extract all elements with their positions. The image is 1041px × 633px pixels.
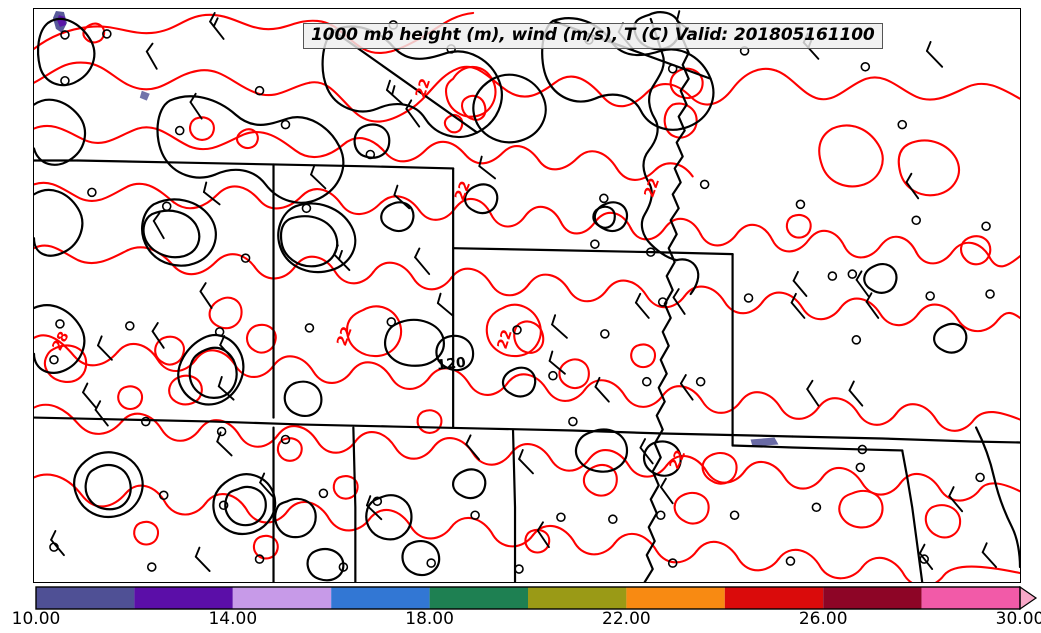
contour-label-22-f: 22 xyxy=(641,176,663,200)
colorbar-tick-label: 10.00 xyxy=(11,609,61,629)
contour-label-22-c: 22 xyxy=(334,324,356,348)
colorbar-segment xyxy=(232,587,332,609)
contour-labels: 22 22 22 22 28 22 22 120 xyxy=(49,77,689,472)
contour-label-22-d: 22 xyxy=(495,328,516,351)
colorbar-tick-label: 14.00 xyxy=(208,609,258,629)
colorbar-tick-label: 18.00 xyxy=(405,609,454,629)
colorbar-segment xyxy=(36,587,135,609)
colorbar-segment xyxy=(724,587,824,609)
contour-label-22-a: 22 xyxy=(413,77,434,100)
colorbar-segment xyxy=(134,587,233,609)
colorbar-tick-labels: 10.00 14.00 18.00 22.00 26.00 30.00 xyxy=(0,609,1041,633)
colorbar-segment xyxy=(626,587,725,609)
contour-label-22-e: 22 xyxy=(667,448,690,472)
colorbar-segment xyxy=(331,587,430,609)
colorbar-extend-arrow xyxy=(1019,586,1038,610)
colorbar-segment xyxy=(921,587,1020,609)
contour-label-120: 120 xyxy=(436,355,467,374)
colorbar-frame xyxy=(35,586,1021,610)
station-markers xyxy=(49,20,995,574)
colorbar-tick-label: 30.00 xyxy=(995,609,1041,629)
colorbar-segment xyxy=(429,587,528,609)
height-contours xyxy=(34,11,1020,582)
wind-barbs xyxy=(50,10,997,572)
colorbar-tick-label: 22.00 xyxy=(602,609,651,629)
map-plot-area[interactable]: 22 22 22 22 28 22 22 120 1000 mb height … xyxy=(33,8,1021,583)
map-canvas: 22 22 22 22 28 22 22 120 xyxy=(34,10,1020,582)
contour-label-22-b: 22 xyxy=(452,179,474,203)
colorbar-segment xyxy=(823,587,922,609)
colorbar-gradient[interactable] xyxy=(0,586,1041,610)
wind-speed-fill xyxy=(52,10,779,447)
temperature-contours xyxy=(34,11,1020,582)
map-title: 1000 mb height (m), wind (m/s), T (C) Va… xyxy=(303,23,883,49)
colorbar-tick-label: 26.00 xyxy=(798,609,848,629)
colorbar-segments xyxy=(36,587,1020,609)
colorbar-segment xyxy=(528,587,627,609)
colorbar[interactable]: 10.00 14.00 18.00 22.00 26.00 30.00 xyxy=(0,586,1041,633)
